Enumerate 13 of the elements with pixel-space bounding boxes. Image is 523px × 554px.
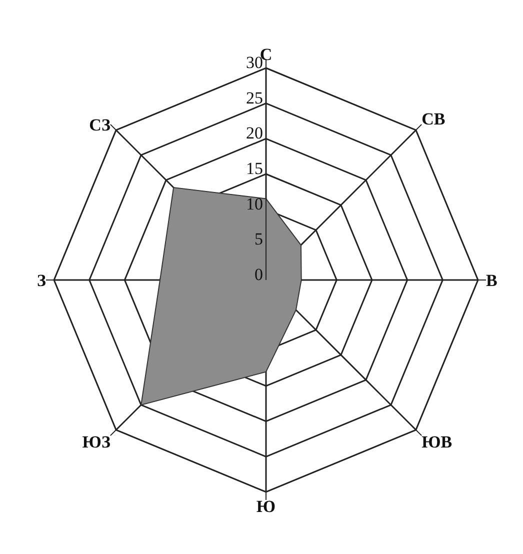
- y-tick-label: 0: [254, 265, 263, 284]
- y-tick-label: 10: [246, 194, 263, 214]
- spoke-label: Ю: [256, 497, 276, 516]
- spoke-label: ЮЗ: [82, 432, 110, 452]
- y-tick-label: 25: [246, 88, 263, 108]
- spoke-label: ЮВ: [422, 432, 452, 452]
- spoke-label: В: [486, 271, 498, 290]
- y-tick-label: 5: [254, 230, 263, 249]
- spoke-label: СЗ: [89, 115, 110, 134]
- spoke-label: СВ: [422, 109, 446, 128]
- y-tick-label: 20: [246, 124, 263, 143]
- y-tick-label: 15: [246, 159, 263, 178]
- spoke-label: З: [37, 271, 46, 290]
